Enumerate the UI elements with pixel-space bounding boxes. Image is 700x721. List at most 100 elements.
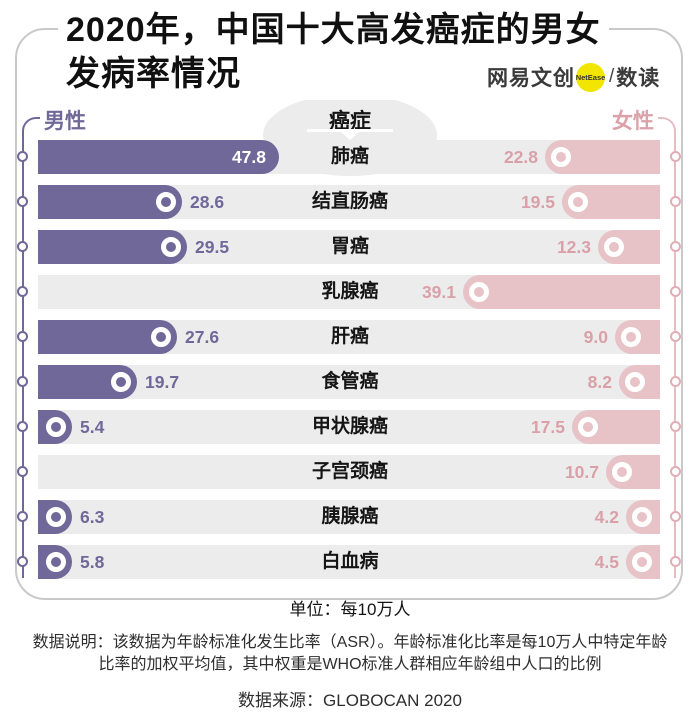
category-label: 甲状腺癌: [311, 416, 388, 437]
male-value: 5.4: [80, 417, 105, 437]
netease-badge-icon: NetEase: [576, 62, 605, 92]
category-label: 肺癌: [330, 146, 369, 167]
chart-row: 子宫颈癌 10.7: [0, 455, 700, 489]
female-value: 10.7: [564, 462, 599, 482]
ring-icon: [46, 417, 66, 437]
category-label: 乳腺癌: [321, 281, 379, 302]
male-bar: [38, 320, 177, 354]
title-line-1: 2020年，中国十大高发癌症的男女: [66, 11, 601, 49]
data-note-line-2: 比率的加权平均值，其中权重是WHO标准人群相应年龄组中人口的比例: [98, 656, 602, 673]
category-label: 结直肠癌: [311, 191, 388, 212]
female-bar: [626, 500, 660, 534]
row-track: [38, 545, 660, 579]
category-label: 肝癌: [330, 326, 369, 347]
male-rail-dot-icon: [17, 331, 28, 342]
male-rail-dot-icon: [17, 241, 28, 252]
male-value: 5.8: [80, 552, 105, 572]
female-rail-dot-icon: [670, 196, 681, 207]
ring-icon: [578, 417, 598, 437]
male-rail-dot-icon: [17, 421, 28, 432]
logo-sub-brand: 数读: [616, 67, 661, 90]
male-rail-dot-icon: [17, 286, 28, 297]
male-bar: [38, 410, 72, 444]
male-rail-dot-icon: [17, 466, 28, 477]
row-track: [38, 410, 660, 444]
logo-slash: /: [609, 66, 615, 87]
male-bar: 47.8: [38, 140, 279, 174]
chart-row: 47.8 肺癌 22.8: [0, 140, 700, 174]
chart-row: 6.3 胰腺癌 4.2: [0, 500, 700, 534]
female-value: 4.5: [594, 552, 619, 572]
male-column-header: 男性: [44, 110, 86, 133]
category-label: 胰腺癌: [321, 506, 379, 527]
data-source: 数据来源：GLOBOCAN 2020: [238, 691, 462, 710]
row-track: [38, 500, 660, 534]
female-rail-dot-icon: [670, 151, 681, 162]
chart-row: 5.4 甲状腺癌 17.5: [0, 410, 700, 444]
female-bar: [463, 275, 660, 309]
male-bar: [38, 545, 72, 579]
female-bar: [619, 365, 660, 399]
chart-row: 28.6 结直肠癌 19.5: [0, 185, 700, 219]
ring-icon: [604, 237, 624, 257]
category-label: 子宫颈癌: [311, 461, 388, 482]
chart-row: 19.7 食管癌 8.2: [0, 365, 700, 399]
chart-row: 5.8 白血病 4.5: [0, 545, 700, 579]
male-rail-dot-icon: [17, 151, 28, 162]
female-bar: [598, 230, 660, 264]
female-value: 8.2: [587, 372, 612, 392]
data-note-line-1: 数据说明：该数据为年龄标准化发生比率（ASR）。年龄标准化比率是每10万人中特定…: [32, 634, 668, 651]
title-line-2: 发病率情况: [66, 55, 241, 93]
ring-icon: [551, 147, 571, 167]
chart-row: 29.5 胃癌 12.3: [0, 230, 700, 264]
chart-row: 27.6 肝癌 9.0: [0, 320, 700, 354]
female-rail: [658, 117, 676, 578]
category-label: 白血病: [321, 551, 379, 572]
female-bar: [572, 410, 660, 444]
male-rail: [22, 117, 40, 578]
ring-icon: [612, 462, 632, 482]
row-track: [38, 365, 660, 399]
brand-logo: 网易文创 NetEase / 数读: [487, 62, 661, 92]
ring-icon: [568, 192, 588, 212]
male-rail-dot-icon: [17, 376, 28, 387]
male-bar: [38, 185, 182, 219]
female-value: 4.2: [594, 507, 619, 527]
female-value: 12.3: [556, 237, 591, 257]
male-rail-dot-icon: [17, 511, 28, 522]
female-value: 19.5: [520, 192, 555, 212]
female-bar: [615, 320, 660, 354]
ring-icon: [632, 507, 652, 527]
male-bar: [38, 365, 137, 399]
ring-icon: [156, 192, 176, 212]
ring-icon: [621, 327, 641, 347]
male-value: 27.6: [185, 327, 220, 347]
ring-icon: [625, 372, 645, 392]
female-value: 39.1: [421, 282, 456, 302]
female-rail-dot-icon: [670, 556, 681, 567]
male-value: 29.5: [195, 237, 230, 257]
female-bar: [545, 140, 660, 174]
male-value: 28.6: [190, 192, 225, 212]
category-label: 胃癌: [330, 236, 369, 257]
female-bar: [626, 545, 660, 579]
brand-name: 网易文创: [487, 67, 575, 90]
female-rail-dot-icon: [670, 376, 681, 387]
row-track: [38, 455, 660, 489]
unit-label: 单位：每10万人: [0, 595, 700, 620]
data-note: 数据说明：该数据为年龄标准化发生比率（ASR）。年龄标准化比率是每10万人中特定…: [0, 632, 700, 676]
female-rail-dot-icon: [670, 511, 681, 522]
male-value-inside: 47.8: [231, 147, 266, 167]
cancer-column-header: 癌症: [329, 110, 371, 133]
female-value: 22.8: [503, 147, 538, 167]
female-rail-dot-icon: [670, 466, 681, 477]
center-header-underline: [307, 129, 393, 132]
ring-icon: [46, 507, 66, 527]
female-rail-dot-icon: [670, 286, 681, 297]
female-value: 17.5: [530, 417, 565, 437]
male-value: 19.7: [145, 372, 180, 392]
female-rail-dot-icon: [670, 241, 681, 252]
male-bar: [38, 230, 187, 264]
female-rail-dot-icon: [670, 331, 681, 342]
